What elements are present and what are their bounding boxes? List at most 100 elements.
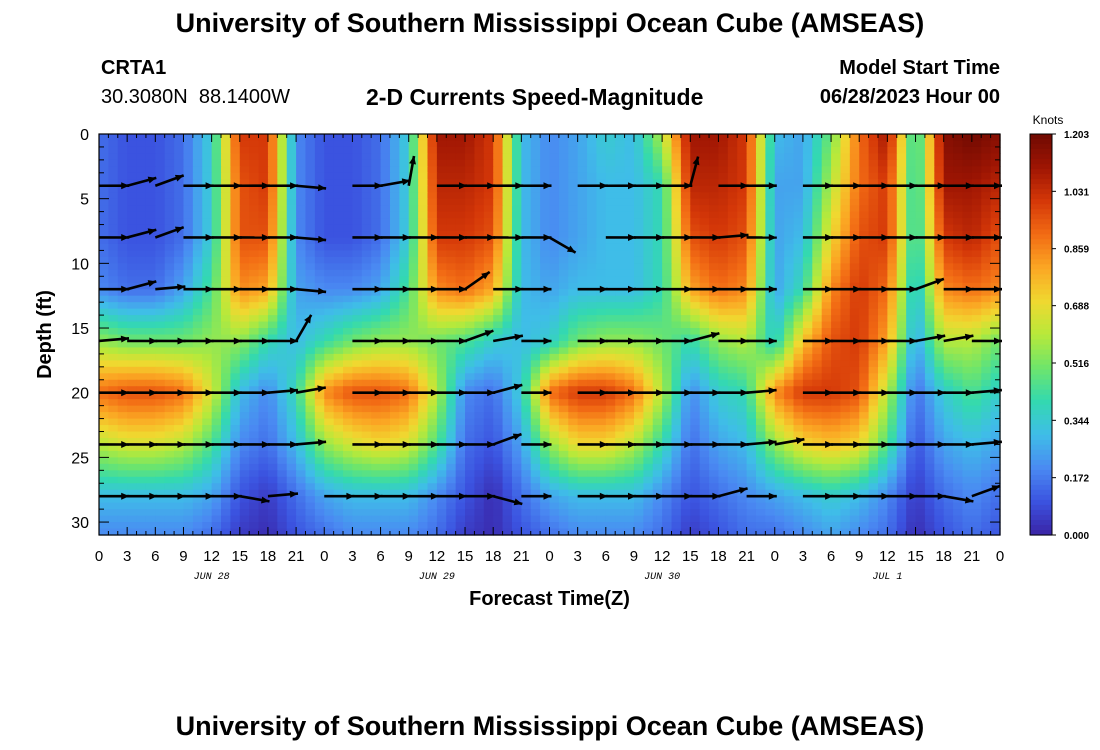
heatmap-cell — [718, 347, 729, 355]
heatmap-cell — [502, 134, 513, 142]
heatmap-cell — [943, 379, 954, 387]
heatmap-cell — [624, 263, 635, 271]
heatmap-cell — [99, 347, 109, 355]
heatmap-cell — [727, 328, 738, 336]
heatmap-cell — [793, 418, 804, 426]
heatmap-cell — [389, 289, 400, 297]
heatmap-cell — [408, 146, 419, 155]
heatmap-cell — [455, 243, 466, 252]
heatmap-cell — [934, 263, 945, 271]
heatmap-cell — [427, 263, 438, 271]
heatmap-cell — [277, 360, 288, 368]
heatmap-cell — [718, 412, 729, 420]
heatmap-cell — [343, 153, 354, 161]
heatmap-cell — [230, 146, 241, 155]
heatmap-cell — [549, 334, 560, 342]
heatmap-cell — [483, 205, 494, 213]
heatmap-cell — [249, 328, 260, 336]
heatmap-cell — [221, 256, 231, 264]
heatmap-cell — [652, 386, 663, 394]
heatmap-cell — [108, 146, 119, 155]
heatmap-cell — [709, 386, 720, 394]
heatmap-cell — [821, 282, 832, 290]
heatmap-cell — [427, 185, 438, 193]
heatmap-cell — [718, 463, 729, 471]
heatmap-cell — [943, 224, 954, 232]
heatmap-cell — [352, 166, 363, 174]
heatmap-cell — [333, 282, 344, 290]
heatmap-cell — [136, 308, 147, 316]
heatmap-cell — [483, 289, 494, 297]
heatmap-cell — [755, 231, 766, 239]
heatmap-cell — [436, 269, 447, 277]
heatmap-cell — [483, 437, 494, 446]
heatmap-cell — [877, 256, 888, 264]
heatmap-cell — [549, 379, 560, 387]
heatmap-cell — [755, 366, 766, 374]
heatmap-cell — [511, 308, 522, 316]
heatmap-cell — [906, 153, 917, 161]
model-start-value: 06/28/2023 Hour 00 — [819, 86, 1000, 108]
heatmap-cell — [727, 437, 738, 446]
heatmap-cell — [690, 321, 701, 329]
heatmap-cell — [549, 295, 560, 303]
heatmap-cell — [164, 192, 175, 200]
heatmap-cell — [192, 373, 203, 381]
heatmap-cell — [859, 360, 870, 368]
heatmap-cell — [887, 172, 898, 180]
heatmap-cell — [549, 159, 560, 167]
heatmap-cell — [343, 347, 354, 355]
heatmap-cell — [662, 282, 673, 290]
heatmap-cell — [408, 211, 419, 219]
heatmap-cell — [305, 179, 316, 187]
heatmap-cell — [258, 405, 269, 413]
heatmap-cell — [202, 340, 213, 349]
heatmap-cell — [427, 340, 438, 349]
heatmap-cell — [924, 379, 935, 387]
heatmap-cell — [465, 166, 476, 174]
heatmap-cell — [981, 366, 992, 374]
heatmap-cell — [465, 256, 476, 264]
heatmap-cell — [615, 205, 626, 213]
heatmap-cell — [371, 243, 382, 252]
heatmap-cell — [343, 269, 354, 277]
heatmap-cell — [643, 276, 654, 284]
heatmap-cell — [333, 295, 344, 303]
heatmap-cell — [755, 412, 766, 420]
heatmap-cell — [117, 250, 128, 258]
heatmap-cell — [877, 457, 888, 465]
heatmap-cell — [380, 295, 391, 303]
heatmap-cell — [427, 405, 438, 413]
heatmap-cell — [333, 179, 344, 187]
heatmap-cell — [568, 172, 579, 180]
heatmap-cell — [108, 347, 119, 355]
heatmap-cell — [633, 205, 644, 213]
heatmap-cell — [587, 250, 598, 258]
heatmap-cell — [831, 386, 842, 394]
heatmap-cell — [633, 211, 644, 219]
heatmap-cell — [493, 366, 504, 374]
heatmap-cell — [784, 340, 795, 349]
heatmap-cell — [155, 392, 166, 400]
heatmap-cell — [258, 256, 269, 264]
heatmap-cell — [530, 153, 541, 161]
heatmap-cell — [277, 231, 288, 239]
heatmap-cell — [812, 386, 823, 394]
heatmap-cell — [953, 386, 964, 394]
heatmap-cell — [371, 237, 382, 245]
heatmap-cell — [549, 231, 560, 239]
heatmap-cell — [333, 347, 344, 355]
heatmap-cell — [361, 185, 372, 193]
heatmap-cell — [540, 237, 551, 245]
heatmap-cell — [221, 347, 231, 355]
heatmap-cell — [267, 146, 278, 155]
heatmap-cell — [784, 211, 795, 219]
heatmap-cell — [596, 308, 607, 316]
heatmap-cell — [849, 205, 860, 213]
heatmap-cell — [990, 328, 1001, 336]
heatmap-cell — [117, 437, 128, 446]
heatmap-cell — [465, 463, 476, 471]
heatmap-cell — [671, 405, 682, 413]
heatmap-cell — [755, 399, 766, 407]
heatmap-cell — [343, 289, 354, 297]
